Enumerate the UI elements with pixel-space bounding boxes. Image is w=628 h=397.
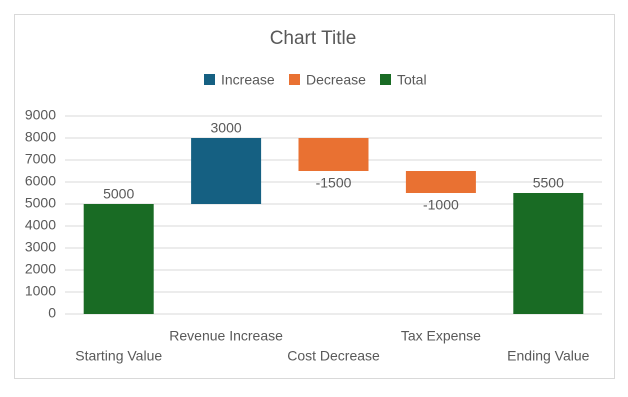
x-tick-label: Tax Expense: [401, 328, 481, 344]
chart-title: Chart Title: [270, 28, 357, 49]
y-tick-label: 6000: [25, 173, 56, 189]
bar: [513, 193, 584, 314]
y-tick-label: 8000: [25, 129, 56, 145]
bar: [405, 171, 476, 193]
y-tick-label: 0: [48, 305, 56, 321]
y-tick-label: 9000: [25, 107, 56, 123]
y-tick-label: 4000: [25, 217, 56, 233]
data-label: 5500: [533, 175, 564, 191]
bar: [83, 204, 154, 314]
data-label: 5000: [103, 186, 134, 202]
legend-swatch: [289, 74, 300, 85]
y-tick-label: 1000: [25, 283, 56, 299]
data-label: 3000: [211, 120, 242, 136]
legend-label: Total: [397, 72, 427, 88]
bar: [298, 138, 369, 171]
y-tick-label: 5000: [25, 195, 56, 211]
x-tick-label: Cost Decrease: [287, 348, 380, 364]
bar: [191, 138, 262, 204]
x-tick-label: Revenue Increase: [169, 328, 283, 344]
data-label: -1000: [423, 197, 459, 213]
legend-swatch: [380, 74, 391, 85]
legend-label: Decrease: [306, 72, 366, 88]
y-tick-label: 3000: [25, 239, 56, 255]
x-tick-label: Starting Value: [75, 348, 162, 364]
legend-swatch: [204, 74, 215, 85]
y-tick-label: 7000: [25, 151, 56, 167]
x-tick-label: Ending Value: [507, 348, 589, 364]
y-tick-label: 2000: [25, 261, 56, 277]
data-label: -1500: [316, 175, 352, 191]
legend-label: Increase: [221, 72, 275, 88]
